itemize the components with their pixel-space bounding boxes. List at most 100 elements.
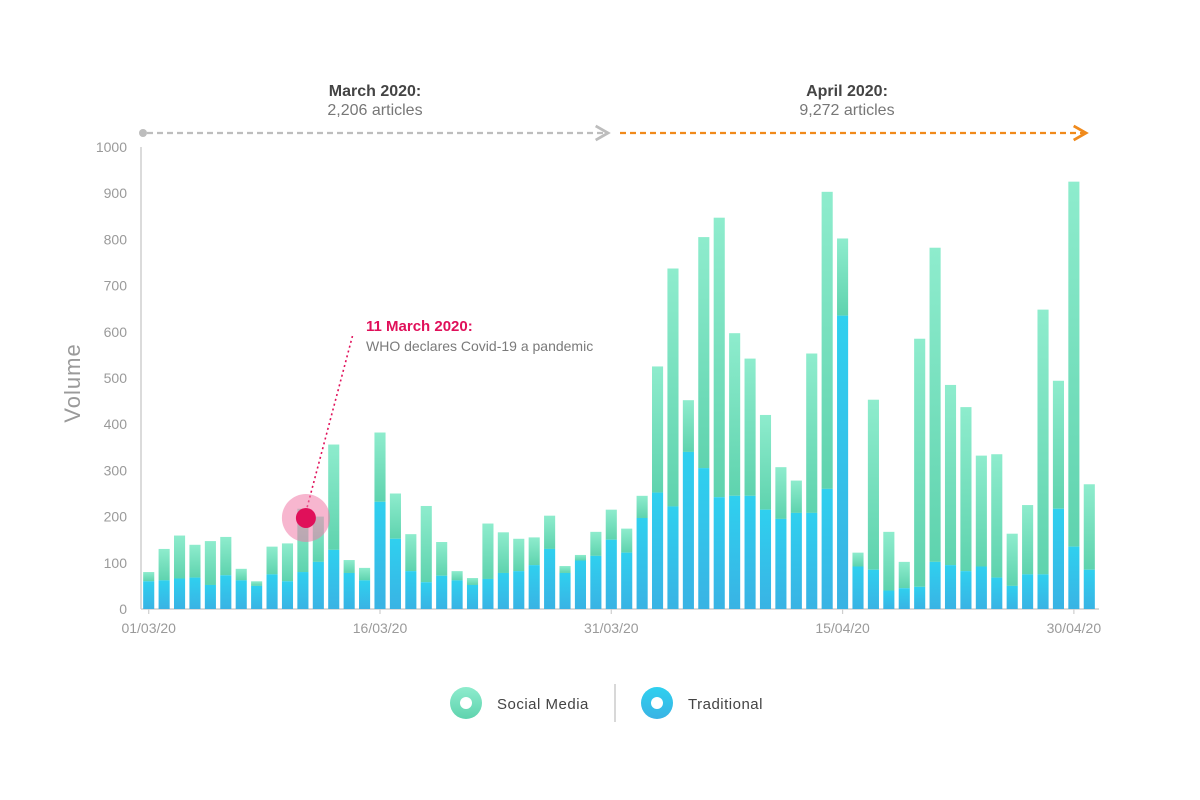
legend-traditional-icon-center <box>651 697 663 709</box>
bar-traditional <box>682 451 694 609</box>
bar-traditional <box>482 578 494 609</box>
bar-traditional <box>143 581 155 609</box>
bar-social-media <box>837 238 849 316</box>
bar-traditional <box>389 538 401 609</box>
bar-traditional <box>960 571 972 609</box>
bar-social-media <box>158 548 170 581</box>
bar-traditional <box>466 584 479 609</box>
bar-social-media <box>497 532 509 573</box>
bar-social-media <box>729 333 741 496</box>
bar-traditional <box>944 565 957 609</box>
bar-traditional <box>914 586 926 609</box>
bar-traditional <box>621 552 633 609</box>
march-period-title: March 2020: <box>329 83 422 100</box>
bar-traditional <box>235 580 247 609</box>
bar-traditional <box>636 517 648 609</box>
bar-traditional <box>759 509 772 609</box>
bar-traditional <box>173 578 186 609</box>
bar-social-media <box>590 531 602 556</box>
bars-group <box>143 181 1095 609</box>
bar-social-media <box>251 581 263 586</box>
y-tick-label: 800 <box>104 231 128 247</box>
bar-traditional <box>204 584 216 609</box>
bar-social-media <box>1083 484 1095 570</box>
legend-traditional-label: Traditional <box>688 696 763 713</box>
bar-traditional <box>590 555 602 609</box>
bar-social-media <box>759 414 772 510</box>
bar-traditional <box>698 468 710 609</box>
legend: Social Media Traditional <box>450 684 763 722</box>
bar-social-media <box>621 528 633 553</box>
bar-traditional <box>513 571 525 609</box>
y-tick-label: 500 <box>104 370 128 386</box>
bar-social-media <box>883 531 895 591</box>
bar-traditional <box>251 585 263 609</box>
bar-social-media <box>713 217 725 498</box>
bar-social-media <box>204 541 216 585</box>
annotation-title: 11 March 2020: <box>366 318 473 335</box>
bar-traditional <box>883 590 895 609</box>
bar-traditional <box>359 580 371 609</box>
legend-social-media-icon-center <box>460 697 472 709</box>
bar-social-media <box>466 578 479 585</box>
bar-traditional <box>775 518 787 609</box>
bar-social-media <box>636 495 648 518</box>
y-tick-label: 900 <box>104 185 128 201</box>
bar-social-media <box>651 366 664 493</box>
bar-traditional <box>991 577 1003 609</box>
march-arrow-start-dot <box>139 129 147 137</box>
y-tick-label: 300 <box>104 462 128 478</box>
bar-traditional <box>790 512 802 609</box>
bar-social-media <box>143 572 155 582</box>
bar-social-media <box>698 237 710 469</box>
bar-social-media <box>944 384 957 566</box>
bar-social-media <box>744 358 756 496</box>
y-tick-label: 400 <box>104 416 128 432</box>
x-tick-label: 31/03/20 <box>584 620 639 636</box>
y-tick-label: 600 <box>104 324 128 340</box>
bar-traditional <box>328 549 340 609</box>
bar-traditional <box>1037 574 1049 609</box>
annotation-marker-dot <box>295 507 316 528</box>
bar-traditional <box>744 495 756 609</box>
bar-social-media <box>220 536 232 576</box>
bar-social-media <box>405 534 417 572</box>
bar-social-media <box>420 505 432 583</box>
y-tick-label: 0 <box>119 601 127 617</box>
annotation-subtitle: WHO declares Covid-19 a pandemic <box>366 338 593 354</box>
bar-traditional <box>651 492 664 609</box>
bar-traditional <box>343 572 355 609</box>
bar-social-media <box>281 543 294 582</box>
april-period-subtitle: 9,272 articles <box>799 102 894 119</box>
bar-traditional <box>929 561 941 609</box>
bar-social-media <box>1037 309 1049 575</box>
bar-traditional <box>1068 546 1080 609</box>
bar-social-media <box>574 554 587 561</box>
y-axis-label: Volume <box>60 343 85 422</box>
bar-traditional <box>220 575 232 609</box>
y-tick-label: 700 <box>104 278 128 294</box>
bar-social-media <box>605 509 617 540</box>
march-period-subtitle: 2,206 articles <box>327 102 422 119</box>
bar-traditional <box>713 497 725 609</box>
bar-traditional <box>266 574 278 609</box>
bar-traditional <box>852 566 864 609</box>
bar-social-media <box>821 191 833 489</box>
bar-traditional <box>806 512 818 609</box>
x-tick-label: 01/03/20 <box>121 620 176 636</box>
y-tick-label: 1000 <box>96 139 127 155</box>
april-period-title: April 2020: <box>806 83 888 100</box>
bar-social-media <box>451 571 463 581</box>
bar-traditional <box>281 581 294 609</box>
bar-social-media <box>359 567 371 581</box>
bar-traditional <box>729 495 741 609</box>
bar-traditional <box>1022 574 1034 609</box>
bar-social-media <box>806 353 818 513</box>
bar-traditional <box>1006 585 1018 609</box>
pandemic-annotation: 11 March 2020: WHO declares Covid-19 a p… <box>281 318 593 542</box>
bar-traditional <box>158 580 170 609</box>
bar-social-media <box>389 493 401 539</box>
bar-social-media <box>898 561 910 589</box>
bar-traditional <box>821 488 833 609</box>
x-tick-label: 16/03/20 <box>353 620 408 636</box>
